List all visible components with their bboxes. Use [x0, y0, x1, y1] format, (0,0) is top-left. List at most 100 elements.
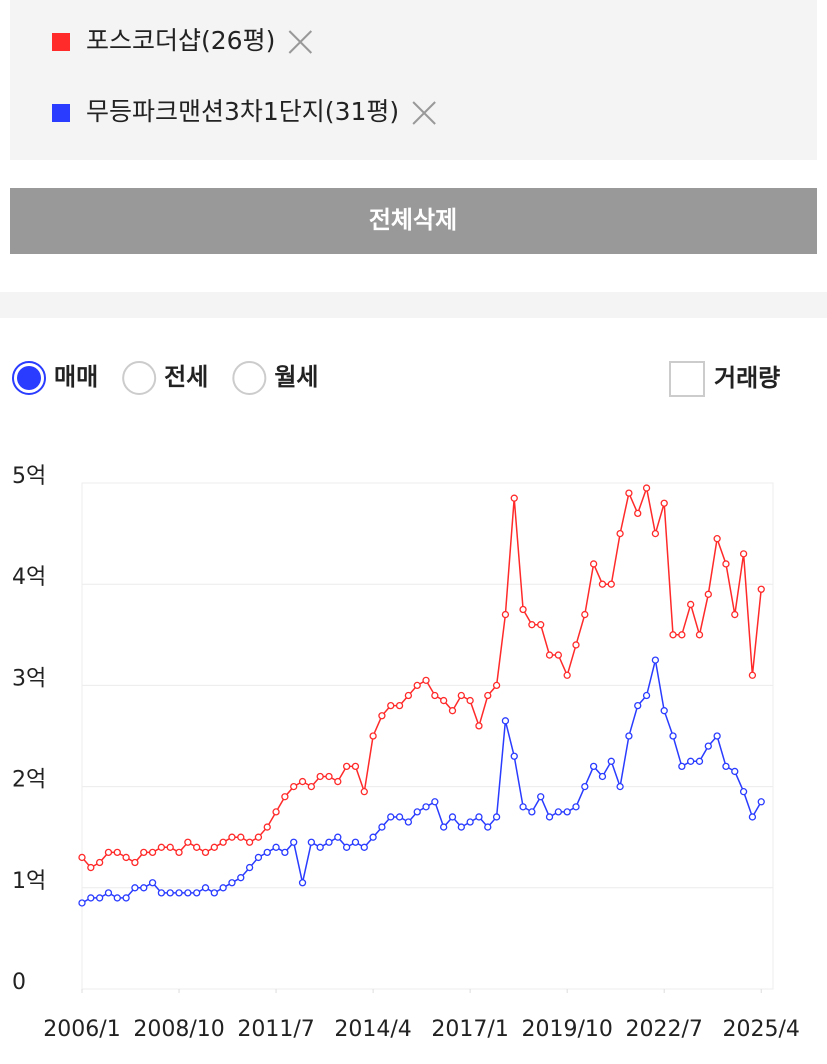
x-tick-label: 2019/10: [521, 1017, 612, 1042]
legend-label: 포스코더샵(26평): [86, 26, 275, 55]
data-point: [466, 696, 474, 705]
data-point: [748, 671, 757, 679]
data-point: [351, 762, 360, 771]
data-point: [175, 848, 183, 857]
data-point: [616, 529, 624, 538]
data-point: [457, 691, 465, 700]
data-point: [237, 833, 245, 841]
clear-button[interactable]: [10, 188, 817, 254]
data-point: [378, 823, 386, 831]
data-point: [140, 884, 148, 892]
data-point: [316, 772, 324, 781]
data-point: [113, 848, 121, 857]
data-point: [184, 889, 192, 897]
data-point: [307, 838, 316, 846]
data-point: [422, 803, 430, 811]
data-point: [113, 894, 121, 902]
data-point: [140, 848, 148, 857]
data-point: [245, 838, 254, 846]
data-point: [369, 732, 377, 740]
data-point: [342, 843, 351, 851]
x-tick-label: 2014/4: [334, 1017, 411, 1042]
data-point: [537, 621, 545, 629]
data-point: [484, 823, 492, 831]
x-tick-label: 2006/1: [43, 1017, 120, 1042]
data-point: [95, 894, 104, 902]
data-point: [634, 701, 642, 710]
data-point: [431, 798, 439, 806]
data-point: [157, 889, 166, 897]
data-point: [290, 782, 298, 791]
data-point: [731, 610, 739, 619]
x-tick-label: 2011/7: [237, 1017, 314, 1042]
data-point: [651, 529, 660, 538]
data-point: [131, 858, 139, 867]
radio[interactable]: [232, 361, 267, 395]
data-point: [440, 696, 448, 705]
data-point: [237, 874, 245, 882]
data-point: [87, 863, 95, 872]
data-point: [669, 732, 677, 740]
data-point: [589, 560, 598, 568]
data-point: [678, 631, 686, 639]
data-point: [589, 762, 598, 771]
data-point: [484, 691, 492, 700]
data-point: [272, 808, 280, 816]
data-point: [193, 889, 201, 897]
remove-button[interactable]: [288, 30, 313, 54]
data-point: [210, 889, 218, 897]
data-point: [669, 631, 677, 639]
legend-label: 무등파크맨션3차1단지(31평): [86, 97, 399, 126]
data-point: [757, 798, 765, 806]
data-point: [739, 788, 748, 796]
data-point: [413, 681, 421, 690]
data-point: [404, 691, 413, 700]
y-tick-label: 5억: [12, 464, 46, 489]
data-point: [757, 585, 765, 593]
data-point: [466, 818, 474, 826]
radio[interactable]: [122, 361, 157, 395]
checkbox[interactable]: [669, 361, 705, 397]
y-tick-label: 2억: [12, 768, 46, 793]
data-point: [148, 879, 157, 887]
data-point: [351, 838, 360, 846]
data-point: [545, 813, 554, 821]
remove-button[interactable]: [412, 101, 436, 125]
data-point: [166, 889, 174, 897]
data-point: [581, 610, 589, 619]
data-point: [78, 853, 86, 862]
radio-label: 월세: [274, 363, 318, 391]
data-point: [475, 722, 483, 730]
data-point: [519, 803, 527, 811]
data-point: [210, 843, 218, 851]
x-tick-label: 2008/10: [133, 1017, 224, 1042]
data-point: [492, 681, 501, 690]
data-point: [722, 762, 730, 771]
data-point: [448, 707, 457, 715]
data-point: [228, 879, 236, 887]
data-point: [625, 489, 633, 497]
data-point: [545, 651, 554, 659]
data-point: [148, 848, 157, 857]
data-point: [616, 782, 624, 791]
data-point: [395, 701, 404, 710]
y-tick-label: 3억: [12, 666, 46, 691]
data-point: [598, 772, 607, 781]
data-point: [563, 671, 571, 679]
data-point: [104, 848, 113, 857]
radio-dot: [17, 366, 41, 390]
data-point: [290, 838, 298, 846]
data-point: [607, 757, 615, 765]
data-point: [501, 717, 510, 725]
data-point: [369, 833, 377, 841]
data-point: [334, 777, 342, 786]
data-point: [254, 853, 263, 862]
data-point: [316, 843, 324, 851]
data-point: [87, 894, 95, 902]
data-point: [131, 884, 139, 892]
data-point: [440, 823, 448, 831]
radio-label: 매매: [54, 363, 98, 391]
filter-box: [10, 0, 817, 160]
data-point: [281, 848, 289, 857]
data-point: [713, 732, 721, 740]
